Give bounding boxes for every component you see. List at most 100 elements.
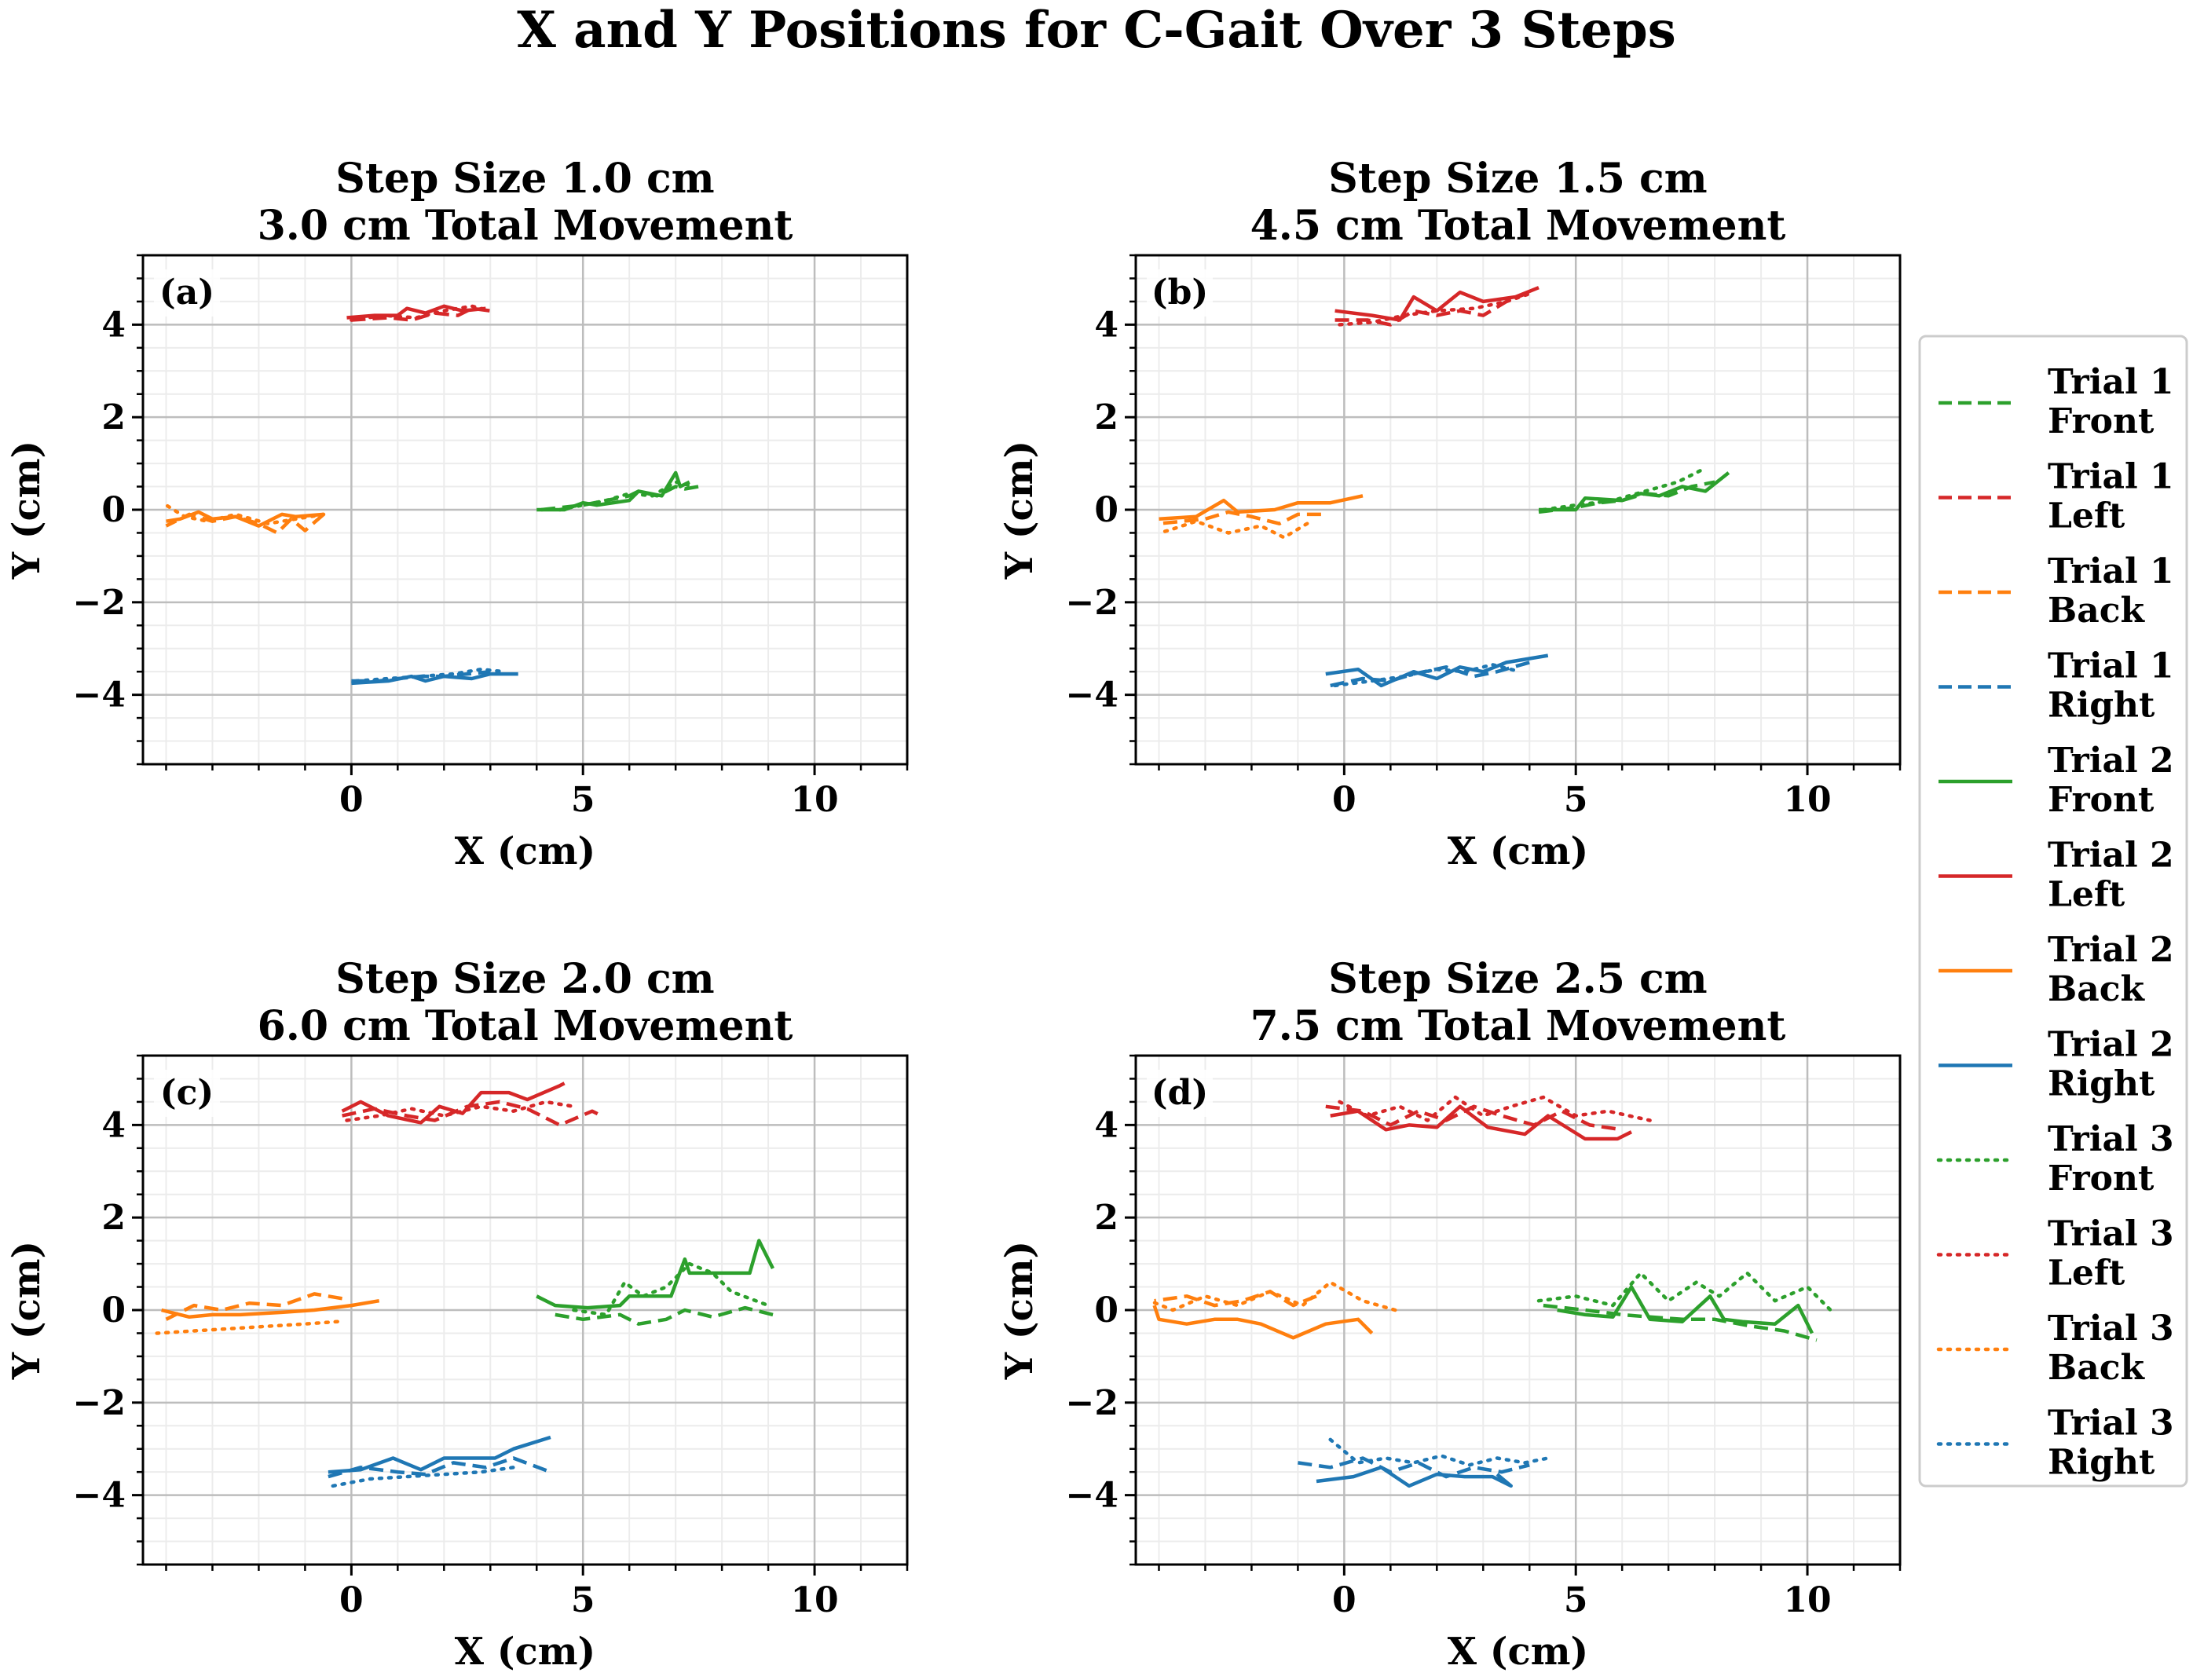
series-trial2-front	[1539, 471, 1730, 512]
subplot-b: Step Size 1.5 cm4.5 cm Total Movement 0 5 1…	[998, 155, 1902, 873]
panel-label: (c)	[160, 1073, 214, 1113]
series-trial3-front	[558, 480, 696, 512]
y-tick-label: 0	[101, 1290, 126, 1330]
series-trial3-left	[1338, 1095, 1652, 1122]
series-trial2-back	[1152, 1305, 1374, 1340]
panel-label-box	[1147, 269, 1213, 317]
y-tick-label: 2	[101, 397, 126, 437]
legend-label-direction: Right	[2048, 686, 2155, 726]
subplot-c: Step Size 2.0 cm6.0 cm Total Movement 0 5 1…	[5, 955, 909, 1674]
legend-label-direction: Back	[2048, 591, 2145, 631]
x-axis-label: X (cm)	[455, 829, 595, 873]
legend-label-direction: Front	[2048, 780, 2155, 820]
legend-label-trial: Trial 1	[2048, 457, 2174, 497]
series-group	[1157, 286, 1730, 688]
y-tick-label: 4	[101, 305, 126, 345]
subplot-d: Step Size 2.5 cm7.5 cm Total Movement 0 5 1…	[998, 955, 1902, 1674]
y-tick-label: −2	[1066, 583, 1118, 623]
subplot-title: Step Size 1.5 cm	[1328, 155, 1707, 203]
series-trial3-left	[1338, 290, 1536, 327]
series-trial2-back	[1159, 494, 1364, 522]
y-tick-label: 2	[1094, 1198, 1118, 1238]
y-tick-label: 4	[101, 1105, 126, 1145]
legend-label-direction: Left	[2048, 875, 2125, 915]
x-tick-label: 5	[571, 1580, 595, 1620]
x-tick-label: 10	[1783, 780, 1831, 820]
panels: Step Size 1.0 cm3.0 cm Total Movement 0 5 1…	[5, 155, 1902, 1674]
series-trial2-back	[166, 510, 324, 528]
y-axis-label: Y (cm)	[998, 441, 1042, 580]
legend-label-trial: Trial 2	[2048, 836, 2174, 876]
series-trial3-right	[331, 1466, 516, 1488]
subplot-title: Step Size 2.0 cm	[335, 955, 714, 1003]
legend-label-trial: Trial 2	[2048, 741, 2174, 781]
series-trial3-front	[1541, 466, 1708, 512]
series-trial1-left	[342, 1100, 602, 1127]
series-group	[155, 1082, 775, 1488]
y-tick-label: −2	[1066, 1383, 1118, 1423]
y-tick-label: 4	[1094, 305, 1118, 345]
legend-label-trial: Trial 1	[2048, 551, 2174, 591]
series-trial2-front	[536, 470, 690, 512]
grid	[143, 1055, 908, 1565]
legend-label-direction: Front	[2048, 1158, 2155, 1199]
series-trial2-right	[1316, 1466, 1513, 1488]
y-tick-label: −4	[73, 675, 126, 716]
y-tick-label: 2	[1094, 397, 1118, 437]
legend-label-trial: Trial 2	[2048, 1025, 2174, 1065]
y-tick-label: −4	[1066, 1476, 1118, 1516]
figure-title: X and Y Positions for C-Gait Over 3 Step…	[517, 1, 1676, 60]
series-trial3-right	[354, 667, 507, 683]
series-group	[164, 304, 699, 686]
series-trial3-back	[1157, 519, 1309, 540]
legend-label-trial: Trial 3	[2048, 1214, 2174, 1254]
grid	[143, 254, 908, 765]
y-tick-label: 2	[101, 1198, 126, 1238]
x-tick-label: 0	[339, 780, 364, 820]
panel-label: (a)	[159, 273, 214, 313]
series-trial1-front	[555, 1305, 774, 1326]
legend-label-direction: Right	[2048, 1064, 2155, 1104]
subplot-subtitle: 4.5 cm Total Movement	[1250, 202, 1786, 250]
subplot-subtitle: 7.5 cm Total Movement	[1250, 1002, 1786, 1050]
series-trial2-right	[351, 672, 518, 686]
legend-label-direction: Left	[2048, 1254, 2125, 1294]
x-axis-label: X (cm)	[455, 1630, 595, 1674]
subplot-title: Step Size 2.5 cm	[1328, 955, 1707, 1003]
subplot-a: Step Size 1.0 cm3.0 cm Total Movement 0 5 1…	[5, 155, 909, 873]
y-tick-label: −4	[73, 1476, 126, 1516]
y-tick-label: 4	[1094, 1105, 1118, 1145]
series-trial1-back	[1159, 510, 1321, 525]
panel-label-box	[154, 1070, 220, 1117]
series-trial1-right	[328, 1456, 551, 1479]
legend-label-direction: Front	[2048, 401, 2155, 441]
x-tick-label: 5	[1564, 780, 1588, 820]
x-tick-label: 10	[790, 1580, 838, 1620]
y-tick-label: −2	[73, 583, 126, 623]
series-trial3-back	[155, 1319, 339, 1335]
series-trial2-front	[536, 1239, 775, 1310]
y-axis-label: Y (cm)	[5, 1241, 49, 1380]
series-trial3-back	[164, 503, 326, 525]
legend-box	[1918, 335, 2188, 1488]
x-axis-label: X (cm)	[1448, 1630, 1588, 1674]
legend-label-trial: Trial 3	[2048, 1119, 2174, 1159]
legend-label-trial: Trial 1	[2048, 362, 2174, 402]
subplot-subtitle: 3.0 cm Total Movement	[258, 202, 793, 250]
series-trial2-back	[161, 1298, 380, 1319]
x-tick-label: 0	[339, 1580, 364, 1620]
legend-label-trial: Trial 1	[2048, 646, 2174, 686]
series-trial2-left	[341, 1082, 566, 1125]
panel-label: (b)	[1151, 273, 1208, 313]
y-tick-label: 0	[1094, 490, 1118, 530]
legend-label-trial: Trial 3	[2048, 1404, 2174, 1444]
series-trial1-right	[1298, 1456, 1530, 1479]
series-trial2-right	[328, 1435, 551, 1474]
